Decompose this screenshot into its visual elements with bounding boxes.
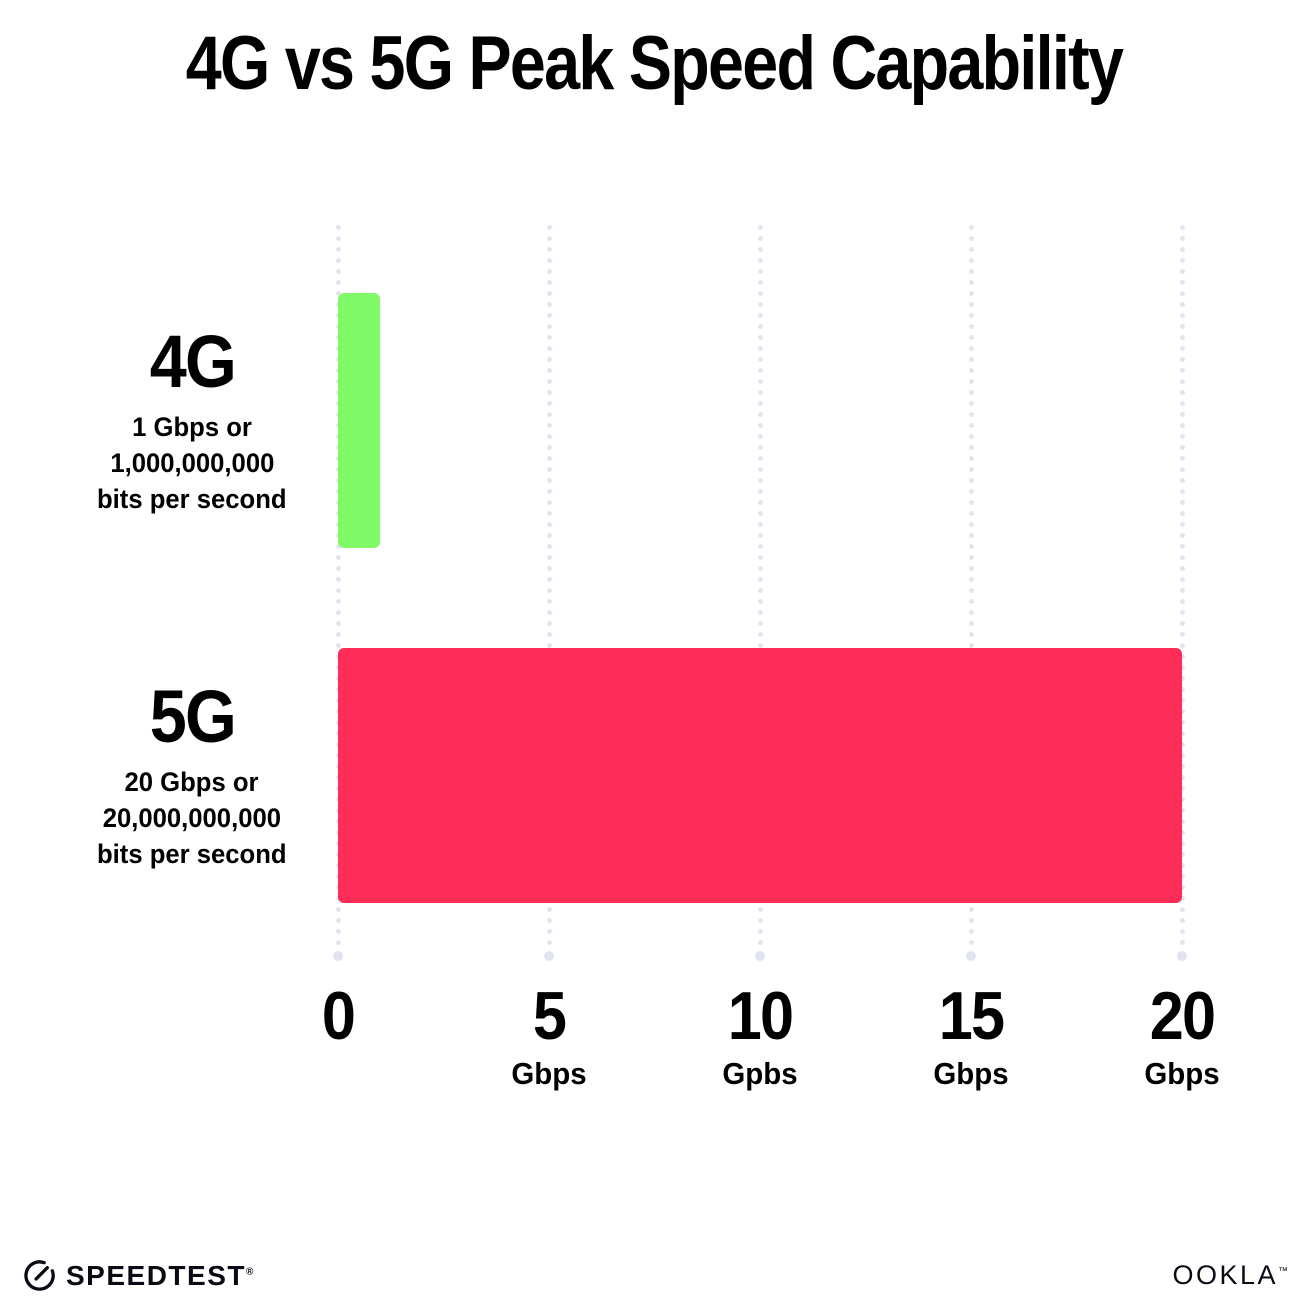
speedtest-trademark: ® xyxy=(245,1266,254,1278)
row-subtitle-line-2: 1,000,000,000 xyxy=(109,447,275,478)
bar-5g xyxy=(338,648,1182,903)
x-tick-label-20: 20 xyxy=(1149,978,1216,1054)
row-subtitle-line-2: 20,000,000,000 xyxy=(102,802,282,833)
x-tick-unit-20: Gbps xyxy=(1144,1056,1220,1091)
gridline-end-dot-20 xyxy=(1177,951,1187,961)
row-subtitle-line-3: bits per second xyxy=(97,838,287,869)
x-tick-unit-10: Gpbs xyxy=(722,1056,798,1091)
row-title-4g: 4G xyxy=(149,319,236,403)
gridline-10 xyxy=(757,222,763,948)
x-tick-label-15: 15 xyxy=(938,978,1005,1054)
gridline-end-dot-10 xyxy=(755,951,765,961)
row-title-5g: 5G xyxy=(149,674,236,758)
x-tick-label-5: 5 xyxy=(532,978,567,1054)
bar-4g xyxy=(338,293,381,548)
gridline-0 xyxy=(335,222,341,948)
x-tick-label-0: 0 xyxy=(321,978,356,1054)
row-label-5g: 5G 20 Gbps or 20,000,000,000 bits per secon… xyxy=(27,648,357,903)
ookla-logo: OOKLA™ xyxy=(1172,1260,1288,1290)
chart-title: 4G vs 5G Peak Speed Capability xyxy=(185,21,1124,106)
row-label-4g: 4G 1 Gbps or 1,000,000,000 bits per second xyxy=(27,293,357,548)
speedtest-wordmark: SPEEDTEST® xyxy=(66,1259,254,1291)
speedtest-logo: SPEEDTEST® xyxy=(22,1258,253,1293)
gridline-end-dot-5 xyxy=(544,951,554,961)
x-tick-unit-15: Gbps xyxy=(933,1056,1009,1091)
gridline-end-dot-15 xyxy=(966,951,976,961)
gridline-15 xyxy=(968,222,974,948)
row-subtitle-line-1: 20 Gbps or xyxy=(124,766,259,797)
x-tick-unit-5: Gbps xyxy=(511,1056,587,1091)
gridline-5 xyxy=(546,222,552,948)
row-subtitle-line-3: bits per second xyxy=(97,483,287,514)
row-subtitle-line-1: 1 Gbps or xyxy=(132,411,252,442)
gridline-end-dot-0 xyxy=(333,951,343,961)
speedtest-gauge-icon xyxy=(22,1258,57,1293)
gridline-20 xyxy=(1179,222,1185,948)
ookla-trademark: ™ xyxy=(1278,1266,1288,1277)
x-tick-label-10: 10 xyxy=(727,978,794,1054)
